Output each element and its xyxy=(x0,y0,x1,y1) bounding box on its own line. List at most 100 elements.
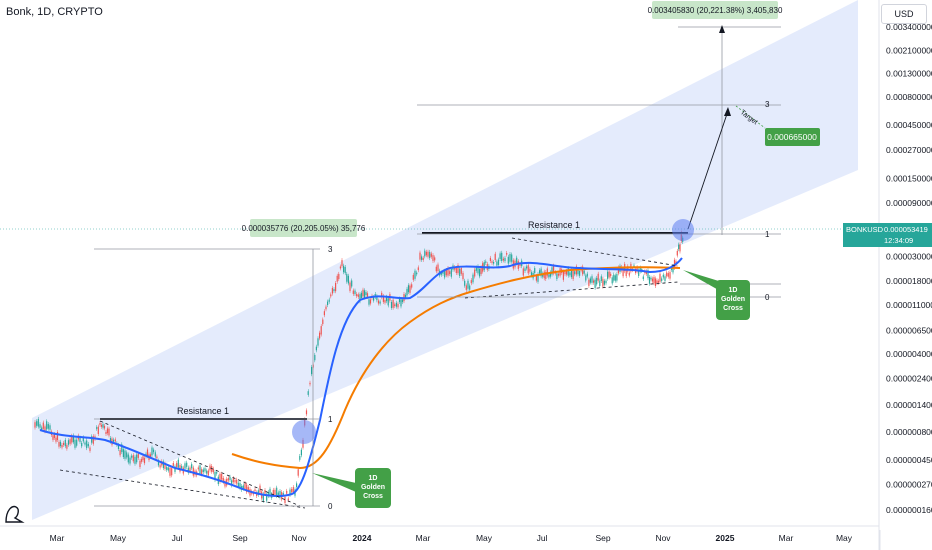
candle-up xyxy=(499,253,501,259)
candle-down xyxy=(325,306,327,310)
candle-up xyxy=(548,274,550,278)
candle-up xyxy=(579,271,581,276)
candle-up xyxy=(485,261,487,263)
ma-orange-line xyxy=(231,266,681,470)
candle-down xyxy=(381,292,383,298)
candle-down xyxy=(455,267,457,273)
candle-up xyxy=(276,487,278,496)
candle-up xyxy=(360,292,363,298)
candle-down xyxy=(149,454,152,457)
y-tick-label: 0.003400000 xyxy=(886,22,932,32)
y-tick-label: 0.000018000 xyxy=(886,276,932,286)
candle-up xyxy=(126,452,128,458)
candle-up xyxy=(678,244,680,250)
price-tag-symbol: BONKUSD xyxy=(846,225,884,234)
y-tick-label: 0.002100000 xyxy=(886,45,932,55)
x-axis[interactable]: Mar May Jul Sep Nov 2024 Mar May Jul Sep Nov 2025 Ma… xyxy=(50,533,853,543)
x-tick-label: May xyxy=(110,533,127,543)
candle-up xyxy=(591,276,593,283)
candle-down xyxy=(435,266,437,272)
candle-up xyxy=(376,295,378,301)
candle-up xyxy=(421,256,423,260)
candle-up xyxy=(639,267,641,272)
candle-up xyxy=(206,470,208,474)
candle-down xyxy=(284,496,286,503)
candle-up xyxy=(127,454,129,463)
candle-up xyxy=(530,272,533,276)
fib-2-level-1: 1 xyxy=(765,230,770,239)
candle-down xyxy=(582,266,584,275)
candle-up xyxy=(524,268,526,271)
candle-down xyxy=(274,489,276,495)
x-tick-label: 2024 xyxy=(353,533,372,543)
golden-cross-2-l2: Golden xyxy=(721,296,745,303)
candle-down xyxy=(449,271,451,275)
candle-up xyxy=(311,366,313,375)
candle-up xyxy=(282,493,284,495)
breakout-circle-2 xyxy=(672,219,694,241)
candle-up xyxy=(467,280,469,289)
candle-up xyxy=(549,272,551,277)
candle-down xyxy=(164,463,166,469)
candle-up xyxy=(661,278,663,281)
candle-down xyxy=(61,445,63,448)
candle-down xyxy=(460,268,462,274)
candle-down xyxy=(434,257,436,261)
candle-down xyxy=(159,465,161,468)
candle-up xyxy=(36,421,38,426)
candle-up xyxy=(96,427,98,429)
candle-up xyxy=(166,466,168,470)
x-tick-label: Nov xyxy=(655,533,671,543)
candle-down xyxy=(286,490,288,494)
candle-up xyxy=(191,464,193,469)
candle-down xyxy=(71,435,73,443)
candle-up xyxy=(257,490,259,495)
candle-down xyxy=(666,272,668,277)
candle-down xyxy=(669,272,671,279)
candle-up xyxy=(346,273,348,282)
y-tick-label: 0.000002400 xyxy=(886,374,932,384)
candle-up xyxy=(214,471,216,481)
candle-down xyxy=(673,259,676,268)
resistance-label-2: Resistance 1 xyxy=(528,220,580,230)
candle-down xyxy=(545,272,547,279)
candle-up xyxy=(267,491,269,497)
currency-selector[interactable]: USD xyxy=(881,4,927,24)
fib-1-level-0: 0 xyxy=(328,502,333,511)
candle-down xyxy=(171,468,173,476)
candle-down xyxy=(465,285,467,290)
candle-down xyxy=(437,264,439,272)
candle-up xyxy=(483,262,485,271)
candle-down xyxy=(264,490,266,494)
candle-up xyxy=(117,444,120,449)
candle-up xyxy=(131,455,133,458)
y-axis[interactable]: 0.003400000 0.002100000 0.001300000 0.00080… xyxy=(886,22,932,515)
candle-down xyxy=(651,278,654,282)
candle-down xyxy=(63,442,65,445)
candle-down xyxy=(176,463,178,468)
candle-down xyxy=(425,251,427,256)
y-tick-label: 0.000450000 xyxy=(886,120,932,130)
candle-up xyxy=(354,290,356,295)
candle-up xyxy=(109,438,112,442)
candle-down xyxy=(143,458,146,464)
candle-down xyxy=(445,270,447,276)
candle-down xyxy=(291,489,293,493)
candle-down xyxy=(474,269,476,277)
candle-up xyxy=(672,266,674,273)
candle-down xyxy=(119,450,121,456)
candle-down xyxy=(99,423,101,425)
candle-down xyxy=(489,257,491,261)
candle-up xyxy=(496,261,498,266)
candle-down xyxy=(369,299,372,304)
candle-up xyxy=(300,449,302,456)
candle-up xyxy=(614,275,616,281)
candle-down xyxy=(297,469,299,476)
y-tick-label: 0.000800000 xyxy=(886,92,932,102)
candle-up xyxy=(373,297,375,301)
candle-down xyxy=(597,273,599,281)
candle-down xyxy=(137,453,139,458)
candle-down xyxy=(232,478,234,483)
candle-up xyxy=(511,254,513,262)
